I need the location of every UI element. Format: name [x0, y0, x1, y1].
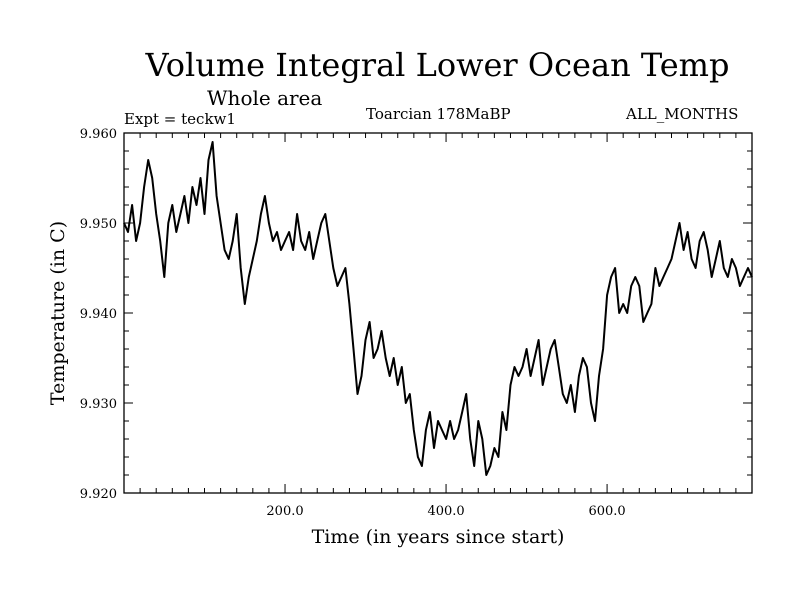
series-line [123, 141, 753, 476]
chart-subtitle: Whole area [207, 86, 323, 110]
series-group [123, 141, 753, 476]
plot-frame [123, 132, 753, 494]
tick-labels: 200.0 400.0 600.0 9.920 9.930 9.940 9.950 9.960 [80, 127, 626, 519]
axis-ticks [124, 133, 752, 493]
x-tick-label: 400.0 [427, 504, 464, 519]
x-tick-label: 200.0 [266, 504, 303, 519]
y-tick-label: 9.920 [80, 487, 117, 502]
y-tick-label: 9.950 [80, 217, 117, 232]
y-tick-label: 9.960 [80, 127, 117, 142]
y-tick-label: 9.930 [80, 397, 117, 412]
x-axis-label: Time (in years since start) [311, 526, 565, 548]
period-label: Toarcian 178MaBP [366, 105, 511, 123]
y-tick-label: 9.940 [80, 307, 117, 322]
x-tick-label: 600.0 [588, 504, 625, 519]
months-label: ALL_MONTHS [626, 105, 739, 123]
experiment-label: Expt = teckw1 [124, 110, 236, 128]
chart-title: Volume Integral Lower Ocean Temp [145, 46, 730, 84]
